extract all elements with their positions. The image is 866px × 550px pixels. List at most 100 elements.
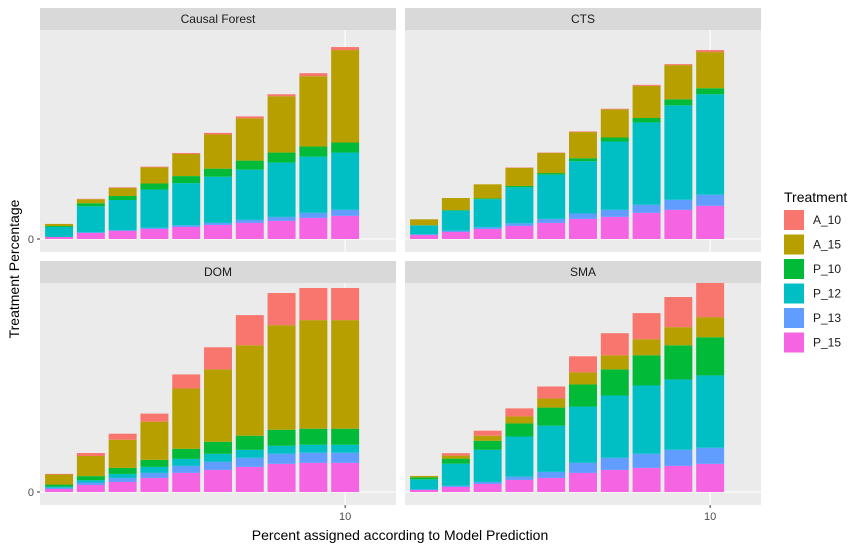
- bar-segment-a-15: [108, 187, 137, 196]
- legend-key-a-10: [784, 210, 804, 230]
- bar-segment-a-10: [299, 73, 328, 77]
- bar-segment-p-13: [696, 194, 725, 206]
- bar-segment-p-10: [441, 210, 470, 211]
- bar-segment-a-10: [204, 347, 232, 370]
- bar-segment-a-15: [204, 134, 232, 169]
- bar-segment-p-10: [569, 384, 597, 407]
- bar-segment-p-10: [267, 429, 296, 446]
- bar-segment-p-10: [664, 345, 693, 380]
- bar-segment-p-15: [537, 477, 566, 492]
- facet-strip-label: CTS: [571, 12, 595, 26]
- bar-segment-p-15: [505, 479, 534, 492]
- bar-segment-a-15: [664, 65, 693, 100]
- bar-segment-a-10: [600, 333, 629, 356]
- bar-segment-p-15: [108, 230, 137, 239]
- bar-segment-p-13: [473, 481, 502, 484]
- bar-segment-p-12: [505, 187, 534, 224]
- bar-segment-p-12: [505, 436, 534, 477]
- bar-segment-p-13: [331, 452, 360, 463]
- bar-segment-p-15: [108, 481, 137, 492]
- bar-segment-a-10: [267, 94, 296, 97]
- bar-segment-p-13: [569, 462, 597, 473]
- bar-segment-a-10: [537, 386, 566, 399]
- bar-segment-a-10: [299, 287, 328, 321]
- bar-segment-p-13: [410, 234, 439, 235]
- bar-segment-a-15: [696, 52, 725, 89]
- y-axis-title: Treatment Percentage: [6, 199, 22, 338]
- bar-segment-p-10: [505, 185, 534, 188]
- bar-segment-a-15: [299, 320, 328, 429]
- bar-segment-a-10: [108, 187, 137, 188]
- bar-segment-a-15: [76, 456, 105, 477]
- bar-segment-p-12: [473, 199, 502, 228]
- bar-segment-p-15: [696, 205, 725, 239]
- legend-label: P_10: [813, 262, 841, 276]
- bar-segment-p-12: [204, 453, 232, 462]
- bar-segment-a-15: [331, 50, 360, 143]
- bar-segment-p-10: [331, 428, 360, 445]
- bar-segment-p-10: [235, 435, 264, 450]
- bar-segment-p-12: [235, 449, 264, 458]
- bar-segment-p-10: [569, 158, 597, 162]
- bar-segment-p-10: [45, 225, 74, 227]
- bar-segment-a-15: [441, 455, 470, 459]
- facet-strip: [40, 8, 396, 30]
- bar-segment-p-12: [410, 479, 439, 490]
- y-tick-label: 0: [28, 234, 34, 246]
- bar-segment-a-15: [140, 421, 169, 460]
- x-tick-label: 10: [704, 511, 716, 523]
- bar-segment-p-12: [108, 473, 137, 478]
- bar-segment-p-12: [267, 162, 296, 217]
- bar-segment-a-10: [140, 413, 169, 422]
- bar-segment-p-12: [235, 169, 264, 220]
- bar-segment-p-10: [696, 88, 725, 95]
- bar-segment-a-15: [172, 388, 201, 449]
- facet-panel: DOM 0 10: [28, 261, 396, 523]
- legend-key-p-10: [784, 259, 804, 279]
- facet-strip-label: DOM: [204, 265, 232, 279]
- bar-segment-p-10: [76, 203, 105, 207]
- bar-segment-p-12: [204, 176, 232, 223]
- bar-segment-p-15: [204, 224, 232, 239]
- bar-segment-p-10: [331, 142, 360, 153]
- legend-label: A_10: [813, 213, 841, 227]
- bar-segment-a-15: [600, 355, 629, 370]
- legend: Treatment A_10 A_15 P_10 P_12 P_13 P_15: [784, 189, 847, 353]
- x-axis-title: Percent assigned according to Model Pred…: [252, 527, 549, 543]
- bar-segment-a-15: [569, 372, 597, 385]
- bar-segment-p-13: [537, 218, 566, 223]
- facet-panel: SMA 10: [405, 261, 761, 523]
- bar-segment-p-15: [140, 228, 169, 239]
- bar-segment-p-15: [410, 489, 439, 492]
- legend-label: A_15: [813, 238, 841, 252]
- bar-segment-a-15: [473, 184, 502, 199]
- bar-segment-p-12: [45, 486, 74, 488]
- facet-panel: Causal Forest 0: [28, 8, 396, 252]
- bar-segment-p-10: [172, 448, 201, 459]
- bar-segment-p-10: [441, 458, 470, 464]
- bar-segment-p-10: [76, 476, 105, 481]
- bar-segment-p-10: [108, 467, 137, 474]
- bar-segment-p-15: [632, 212, 661, 239]
- x-tick-label: 10: [339, 511, 351, 523]
- bar-segment-p-10: [235, 160, 264, 170]
- bar-segment-p-13: [235, 457, 264, 467]
- bar-segment-p-15: [76, 232, 105, 239]
- bar-segment-a-15: [569, 132, 597, 159]
- bar-segment-p-12: [600, 141, 629, 210]
- bar-segment-p-15: [664, 465, 693, 492]
- bar-segment-p-10: [410, 477, 439, 480]
- legend-key-a-15: [784, 234, 804, 255]
- bar-segment-p-10: [473, 198, 502, 200]
- bar-segment-p-10: [204, 168, 232, 177]
- bar-segment-a-10: [267, 293, 296, 326]
- legend-title: Treatment: [784, 189, 847, 205]
- legend-key-p-13: [784, 308, 804, 328]
- bar-segment-a-15: [505, 167, 534, 186]
- bar-segment-p-10: [204, 441, 232, 454]
- bar-segment-a-15: [632, 85, 661, 118]
- bar-segment-a-10: [569, 356, 597, 373]
- facet-panel: CTS: [405, 8, 761, 252]
- bar-segment-p-10: [537, 173, 566, 175]
